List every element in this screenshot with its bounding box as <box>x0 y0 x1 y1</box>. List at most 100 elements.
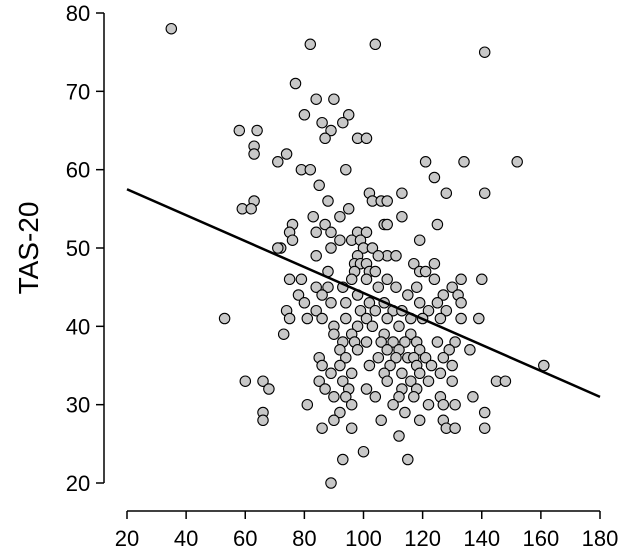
data-point <box>413 297 426 309</box>
data-point <box>437 398 450 411</box>
data-point <box>360 226 373 239</box>
data-point <box>428 273 441 286</box>
data-point <box>319 132 331 145</box>
data-point <box>325 297 337 309</box>
data-point <box>381 375 393 387</box>
data-point <box>431 297 444 309</box>
data-point <box>304 38 317 51</box>
data-point <box>449 336 461 348</box>
data-point <box>390 351 402 364</box>
data-point <box>419 156 432 168</box>
data-point <box>478 187 491 199</box>
data-point <box>316 312 328 325</box>
data-point <box>440 187 453 199</box>
data-point <box>307 210 319 223</box>
data-point <box>277 328 290 340</box>
data-point <box>372 250 385 262</box>
data-point <box>233 124 246 137</box>
data-point <box>399 336 411 348</box>
data-point <box>473 312 485 325</box>
data-point <box>402 453 414 466</box>
x-tick-label: 20 <box>115 526 139 551</box>
y-tick-label: 20 <box>66 471 90 496</box>
data-point <box>405 375 417 387</box>
data-point <box>387 336 399 348</box>
data-point <box>340 391 352 403</box>
data-point <box>431 218 444 231</box>
data-point <box>351 344 364 356</box>
data-point <box>316 359 328 372</box>
data-point <box>399 406 411 419</box>
data-point <box>310 304 322 317</box>
data-point <box>422 398 435 411</box>
data-point <box>396 367 408 380</box>
data-point <box>325 367 337 380</box>
data-point <box>458 156 470 168</box>
data-point <box>289 77 302 90</box>
data-point <box>437 351 450 364</box>
data-point <box>334 406 346 419</box>
data-point <box>372 281 385 293</box>
x-tick-label: 120 <box>404 526 441 551</box>
data-point <box>413 367 426 380</box>
data-point <box>455 312 467 325</box>
data-point <box>328 414 340 427</box>
x-tick-label: 40 <box>174 526 198 551</box>
data-point <box>478 422 491 434</box>
data-point <box>499 375 512 387</box>
data-point <box>381 344 393 356</box>
data-point <box>310 93 322 105</box>
data-point <box>384 359 396 372</box>
data-point <box>408 391 420 403</box>
data-point <box>476 273 488 286</box>
data-point <box>342 109 355 121</box>
data-point <box>283 312 296 325</box>
data-point <box>345 398 358 411</box>
data-point <box>369 391 382 403</box>
data-point <box>286 234 299 246</box>
data-point <box>402 289 414 301</box>
data-point <box>440 304 453 317</box>
data-point <box>280 148 293 160</box>
data-points <box>165 22 550 489</box>
data-point <box>301 398 314 411</box>
data-point <box>413 414 426 427</box>
data-point <box>366 320 379 333</box>
data-point <box>337 116 349 129</box>
data-point <box>381 273 393 286</box>
data-point <box>334 344 346 356</box>
data-point <box>446 375 458 387</box>
data-point <box>360 132 373 145</box>
data-point <box>334 359 346 372</box>
data-point <box>334 234 346 246</box>
data-point <box>251 124 263 137</box>
data-point <box>413 344 426 356</box>
data-point <box>342 203 355 215</box>
data-point <box>390 250 402 262</box>
x-axis: 20 40 60 80 100 120 140 160 180 <box>115 510 618 551</box>
data-point <box>449 398 461 411</box>
data-point <box>419 351 432 364</box>
data-point <box>304 163 317 176</box>
data-point <box>413 234 426 246</box>
data-point <box>328 328 340 340</box>
data-point <box>257 414 269 427</box>
data-point <box>319 218 331 231</box>
data-point <box>316 289 328 301</box>
data-point <box>467 391 479 403</box>
data-point <box>360 312 373 325</box>
y-axis-title: TAS-20 <box>13 202 44 295</box>
data-point <box>428 171 441 184</box>
x-tick-label: 80 <box>292 526 316 551</box>
y-tick-label: 70 <box>66 79 90 104</box>
data-point <box>328 391 340 403</box>
data-point <box>340 351 352 364</box>
data-point <box>419 265 432 278</box>
data-point <box>340 163 352 176</box>
data-point <box>396 210 408 223</box>
data-point <box>298 297 311 309</box>
data-point <box>538 359 550 372</box>
data-point <box>381 195 393 207</box>
data-point <box>239 375 252 387</box>
data-point <box>310 281 322 293</box>
